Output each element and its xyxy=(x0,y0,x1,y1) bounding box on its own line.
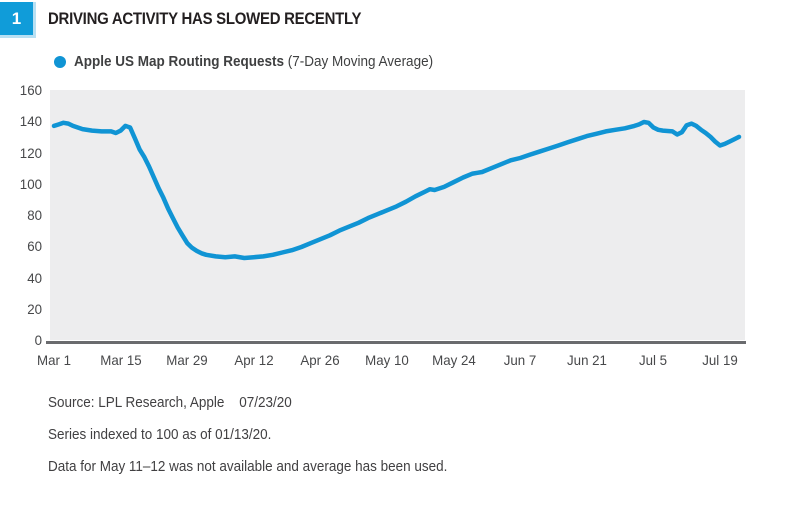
figure-number-badge: 1 xyxy=(0,2,36,38)
y-tick-label: 160 xyxy=(19,82,42,98)
x-tick-label: Jul 19 xyxy=(702,352,738,368)
x-tick-label: Jun 21 xyxy=(566,352,607,368)
y-tick-label: 100 xyxy=(19,175,42,192)
x-tick-label: Mar 29 xyxy=(166,352,208,368)
chart-legend: Apple US Map Routing Requests (7-Day Mov… xyxy=(54,53,473,70)
y-tick-label: 20 xyxy=(27,300,42,317)
source-note: Source: LPL Research, Apple 07/23/20 xyxy=(48,395,292,411)
x-tick-label: Jun 7 xyxy=(503,352,537,368)
y-tick-label: 60 xyxy=(27,238,42,255)
y-tick-label: 80 xyxy=(27,207,42,223)
legend-series-name: Apple US Map Routing Requests xyxy=(74,53,285,70)
legend-label: Apple US Map Routing Requests (7-Day Mov… xyxy=(74,53,433,70)
plot-area xyxy=(50,90,745,340)
figure-number: 1 xyxy=(11,8,22,28)
series-line xyxy=(51,119,742,261)
x-tick-label: Mar 1 xyxy=(36,352,71,368)
x-axis-line xyxy=(46,341,746,344)
source-label: Source: LPL Research, Apple xyxy=(48,395,225,411)
x-tick-label: Jul 5 xyxy=(639,352,668,368)
x-tick-label: Apr 26 xyxy=(300,352,340,368)
figure-title: DRIVING ACTIVITY HAS SLOWED RECENTLY xyxy=(48,9,362,28)
missing-data-note: Data for May 11–12 was not available and… xyxy=(48,459,448,475)
legend-series-note: (7-Day Moving Average) xyxy=(287,53,434,70)
y-tick-label: 120 xyxy=(19,144,42,161)
legend-dot-icon xyxy=(54,55,66,68)
x-tick-label: Apr 12 xyxy=(234,352,274,368)
y-tick-label: 0 xyxy=(34,332,42,348)
y-tick-label: 40 xyxy=(27,269,42,286)
line-chart xyxy=(51,119,742,261)
x-tick-label: Mar 15 xyxy=(99,352,142,368)
x-tick-label: May 10 xyxy=(365,352,409,368)
x-tick-label: May 24 xyxy=(431,352,476,368)
y-tick-label: 140 xyxy=(19,113,42,130)
indexed-note: Series indexed to 100 as of 01/13/20. xyxy=(48,427,272,443)
source-date: 07/23/20 xyxy=(239,395,292,411)
